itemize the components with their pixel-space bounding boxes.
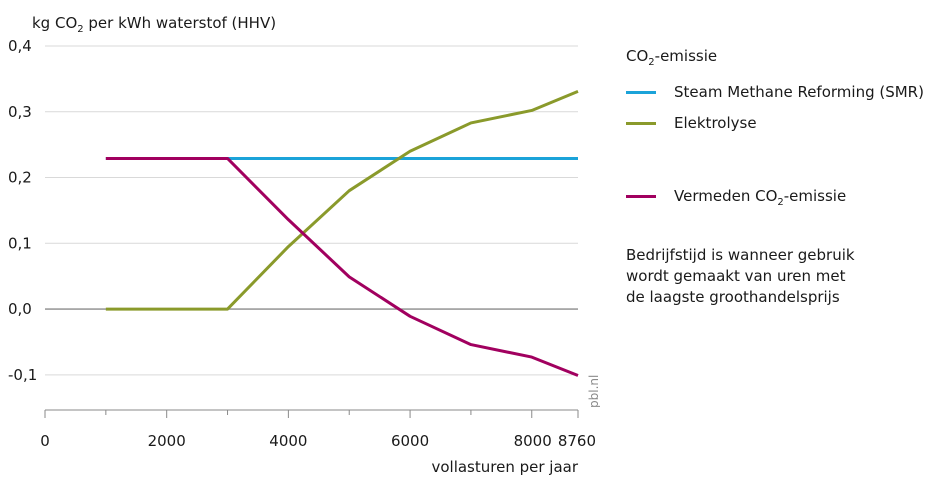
- credit-text: pbl.nl: [587, 375, 600, 408]
- y-tick-label: 0,3: [8, 103, 32, 121]
- y-tick-label: 0,4: [8, 37, 32, 55]
- y-tick-label: 0,1: [8, 234, 32, 252]
- legend-item-elektrolyse: Elektrolyse: [626, 113, 757, 133]
- series-line-elektrolyse: [105, 89, 579, 311]
- legend-swatch-smr: [626, 91, 656, 94]
- legend-item-smr: Steam Methane Reforming (SMR): [626, 82, 924, 102]
- legend-swatch-vermeden: [626, 195, 656, 198]
- x-axis-title: vollasturen per jaar: [431, 458, 578, 476]
- legend: CO2-emissie Steam Methane Reforming (SMR…: [626, 46, 924, 217]
- y-tick-label: 0,0: [8, 300, 32, 318]
- legend-swatch-elektrolyse: [626, 122, 656, 125]
- gridlines: [45, 45, 578, 376]
- x-tick-label: 4000: [269, 432, 307, 450]
- y-tick-labels: 0,4 0,3 0,2 0,1 0,0 -0,1: [8, 37, 37, 384]
- legend-label-smr: Steam Methane Reforming (SMR): [674, 83, 924, 101]
- legend-item-vermeden: Vermeden CO2-emissie: [626, 186, 846, 208]
- series-lines: [105, 89, 579, 377]
- legend-label-vermeden: Vermeden CO2-emissie: [674, 187, 847, 208]
- series-line-vermeden: [105, 156, 579, 377]
- y-tick-label: -0,1: [8, 366, 37, 384]
- x-tick-label: 6000: [391, 432, 429, 450]
- legend-label-elektrolyse: Elektrolyse: [674, 114, 757, 132]
- y-tick-label: 0,2: [8, 169, 32, 187]
- x-axis: 0 2000 4000 6000 8000 8760: [40, 409, 596, 450]
- x-tick-label: 0: [40, 432, 50, 450]
- x-tick-label: 8000: [514, 432, 552, 450]
- x-tick-label: 2000: [148, 432, 186, 450]
- legend-title: CO2-emissie: [626, 47, 718, 68]
- note-text: Bedrijfstijd is wanneer gebruik wordt ge…: [626, 246, 855, 306]
- x-tick-label: 8760: [558, 432, 596, 450]
- line-chart: kg CO2 per kWh waterstof (HHV) 0,4 0,3 0,2…: [8, 14, 600, 476]
- y-axis-title: kg CO2 per kWh waterstof (HHV): [32, 14, 276, 35]
